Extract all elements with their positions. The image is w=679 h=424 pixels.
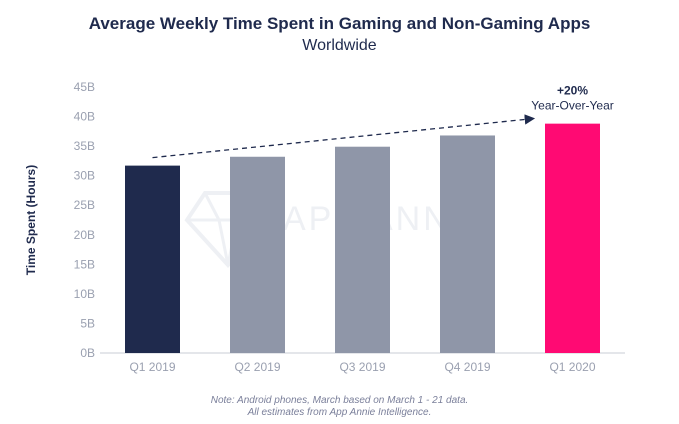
y-tick-label: 30B [74,169,95,183]
chart-subtitle: Worldwide [302,37,377,54]
note-line-2: All estimates from App Annie Intelligenc… [247,407,432,418]
y-tick-label: 5B [80,316,95,330]
y-tick-label: 10B [74,287,95,301]
yoy-annotation: +20%Year-Over-Year [531,84,614,113]
bar-q4-2019 [440,135,495,353]
y-tick-label: 35B [74,139,95,153]
y-tick-label: 15B [74,257,95,271]
x-tick-label: Q3 2019 [339,360,385,374]
bar-q2-2019 [230,156,285,353]
x-tick-label: Q4 2019 [444,360,490,374]
x-tick-label: Q1 2020 [549,360,595,374]
bar-q3-2019 [335,146,390,353]
trend-arrow [152,114,536,159]
y-tick-label: 40B [74,110,95,124]
y-axis-title: Time Spent (Hours) [24,165,38,275]
y-tick-label: 25B [74,198,95,212]
bar-q1-2019 [125,165,180,353]
bars [125,123,600,353]
annotation-label: Year-Over-Year [531,99,614,113]
y-tick-label: 0B [80,346,95,360]
annotation-value: +20% [557,84,588,98]
y-tick-label: 45B [74,80,95,94]
bar-q1-2020 [545,123,600,353]
x-tick-label: Q1 2019 [129,360,175,374]
y-tick-label: 20B [74,228,95,242]
y-axis-ticks: 0B 5B 10B 15B 20B 25B 30B 35B 40B 45B [74,80,95,360]
y-axis-label: Time Spent (Hours) [24,165,38,275]
x-axis-ticks: Q1 2019 Q2 2019 Q3 2019 Q4 2019 Q1 2020 [129,360,595,374]
trend-arrow-line [152,114,536,159]
x-tick-label: Q2 2019 [234,360,280,374]
note-line-1: Note: Android phones, March based on Mar… [210,395,469,406]
chart-title: Average Weekly Time Spent in Gaming and … [88,14,591,33]
